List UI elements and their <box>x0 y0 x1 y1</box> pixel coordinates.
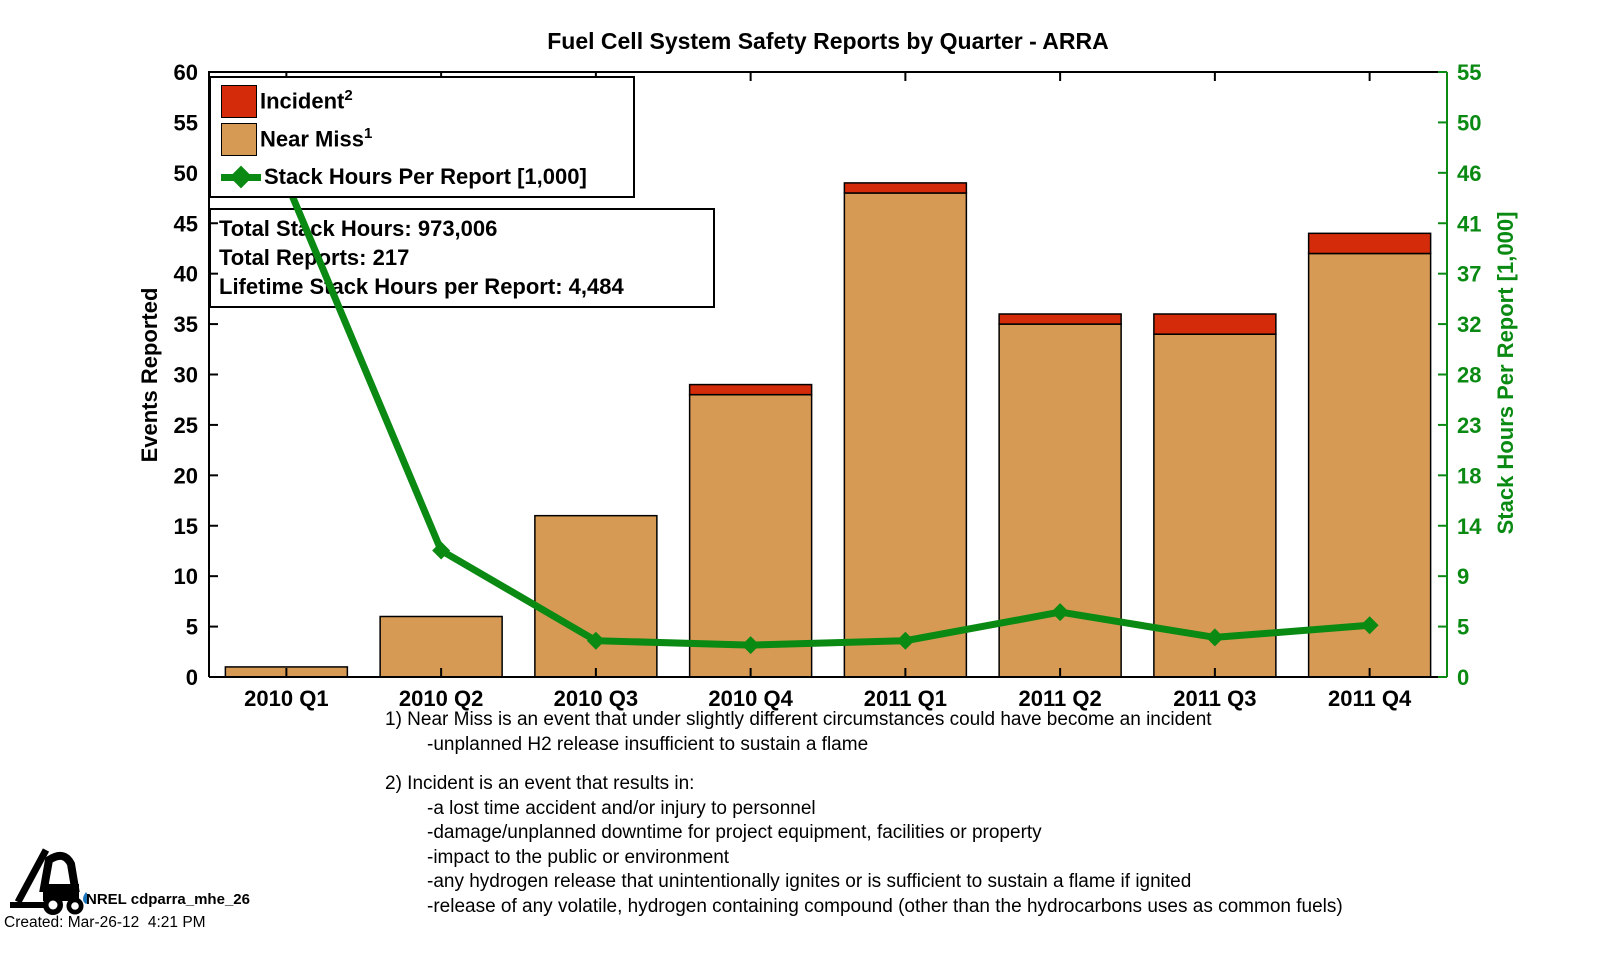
bar-near-miss-2011-q3 <box>1153 333 1277 678</box>
footnote-line: -a lost time accident and/or injury to p… <box>427 797 816 819</box>
x-tick-label-2011-q4: 2011 Q4 <box>1328 686 1412 711</box>
bar-incident-2010-q4 <box>688 383 813 396</box>
x-tick-label-2010-q1: 2010 Q1 <box>244 686 328 711</box>
right-tick-label-41: 41 <box>1457 211 1481 236</box>
legend-stack-hours-label: Stack Hours Per Report [1,000] <box>264 164 587 189</box>
legend-near-miss-label: Near Miss <box>260 126 364 152</box>
footnote-line: -any hydrogen release that unintentional… <box>427 871 1192 892</box>
right-tick-label-32: 32 <box>1457 312 1481 337</box>
stat-lifetime-stack-hours: Lifetime Stack Hours per Report: 4,484 <box>219 274 624 299</box>
stats-box: Total Stack Hours: 973,006 Total Reports… <box>209 208 715 308</box>
x-tick-label-2011-q2: 2011 Q2 <box>1019 686 1102 711</box>
right-tick-label-18: 18 <box>1457 463 1481 488</box>
left-axis-label: Events Reported <box>137 287 162 463</box>
forklift-icon <box>10 848 89 915</box>
near-miss-swatch-icon <box>221 122 257 156</box>
bar-incident-2011-q1 <box>843 182 968 194</box>
right-tick-label-37: 37 <box>1457 262 1481 287</box>
right-axis-label: Stack Hours Per Report [1,000] <box>1493 211 1518 535</box>
x-tick-label-2011-q1: 2011 Q1 <box>864 686 947 711</box>
droplet-icon <box>83 892 89 904</box>
bar-incident-2011-q2 <box>998 313 1122 325</box>
legend-near-miss-footnote-ref: 1 <box>363 125 373 143</box>
left-tick-label-40: 40 <box>174 262 198 287</box>
bar-near-miss-2011-q4 <box>1307 252 1432 678</box>
bar-incident-2011-q4 <box>1307 232 1432 255</box>
line-sample-icon <box>221 165 261 188</box>
line-marker-2010-q2 <box>432 541 451 560</box>
left-tick-label-20: 20 <box>174 463 198 488</box>
x-tick-label-2011-q3: 2011 Q3 <box>1173 686 1256 711</box>
bar-near-miss-2010-q2 <box>379 615 503 678</box>
right-tick-label-55: 55 <box>1457 60 1481 85</box>
left-tick-label-30: 30 <box>174 363 198 388</box>
line-marker-2011-q3 <box>1205 628 1224 647</box>
chart-legend: Incident2 Near Miss1 Stack Hours Per Rep… <box>209 76 635 198</box>
bar-near-miss-2011-q1 <box>843 192 968 678</box>
chart-title: Fuel Cell System Safety Reports by Quart… <box>547 28 1109 54</box>
diamond-marker-icon <box>229 165 253 188</box>
left-tick-label-0: 0 <box>186 665 198 690</box>
line-marker-2011-q4 <box>1360 616 1379 635</box>
footnote-line: 1) Near Miss is an event that under slig… <box>385 709 1212 730</box>
left-tick-label-25: 25 <box>174 413 198 438</box>
x-tick-label-2010-q3: 2010 Q3 <box>554 686 638 711</box>
footnote-line: -unplanned H2 release insufficient to su… <box>427 733 869 755</box>
nrel-record-label: NREL cdparra_mhe_26 <box>86 891 250 908</box>
line-marker-2011-q2 <box>1051 603 1070 622</box>
left-tick-label-10: 10 <box>174 564 198 589</box>
left-tick-label-60: 60 <box>174 60 198 85</box>
bar-near-miss-2010-q4 <box>688 393 813 678</box>
right-tick-label-50: 50 <box>1457 110 1481 135</box>
footnote-incident: 2) Incident is an event that results in:… <box>385 772 1343 919</box>
left-tick-label-55: 55 <box>174 110 198 135</box>
bar-incident-2011-q3 <box>1153 313 1277 335</box>
left-tick-label-5: 5 <box>186 615 198 640</box>
right-tick-label-5: 5 <box>1457 615 1469 640</box>
right-tick-label-0: 0 <box>1457 665 1469 690</box>
line-marker-2010-q3 <box>586 631 605 650</box>
incident-swatch-icon <box>221 84 257 118</box>
stack-hours-line <box>283 180 1370 649</box>
left-tick-label-45: 45 <box>174 211 198 236</box>
footnote-near-miss: 1) Near Miss is an event that under slig… <box>385 708 1212 757</box>
legend-entry-incident: Incident2 <box>221 82 633 120</box>
left-tick-label-15: 15 <box>174 514 198 539</box>
right-tick-label-23: 23 <box>1457 413 1481 438</box>
created-timestamp: Created: Mar-26-12 4:21 PM <box>4 914 206 931</box>
x-tick-label-2010-q2: 2010 Q2 <box>399 686 483 711</box>
left-tick-label-35: 35 <box>174 312 198 337</box>
legend-entry-stack-hours: Stack Hours Per Report [1,000] <box>221 158 633 196</box>
stat-total-stack-hours: Total Stack Hours: 973,006 <box>219 216 498 241</box>
right-tick-label-14: 14 <box>1457 514 1482 539</box>
legend-incident-label: Incident <box>260 88 345 114</box>
x-tick-label-2010-q4: 2010 Q4 <box>708 686 793 711</box>
legend-entry-near-miss: Near Miss1 <box>221 120 633 158</box>
right-tick-label-46: 46 <box>1457 161 1481 186</box>
right-tick-label-9: 9 <box>1457 564 1469 589</box>
right-tick-label-28: 28 <box>1457 363 1481 388</box>
left-tick-label-50: 50 <box>174 161 198 186</box>
legend-incident-footnote-ref: 2 <box>344 87 353 105</box>
footnote-line: -release of any volatile, hydrogen conta… <box>427 895 1343 917</box>
bar-near-miss-2010-q3 <box>534 514 658 678</box>
line-marker-2010-q4 <box>741 636 760 655</box>
bar-near-miss-2011-q2 <box>998 323 1122 678</box>
footnote-line: -damage/unplanned downtime for project e… <box>427 822 1042 843</box>
line-marker-2011-q1 <box>896 631 915 650</box>
footnote-line: 2) Incident is an event that results in: <box>385 773 695 794</box>
footnote-line: -impact to the public or environment <box>427 846 730 868</box>
